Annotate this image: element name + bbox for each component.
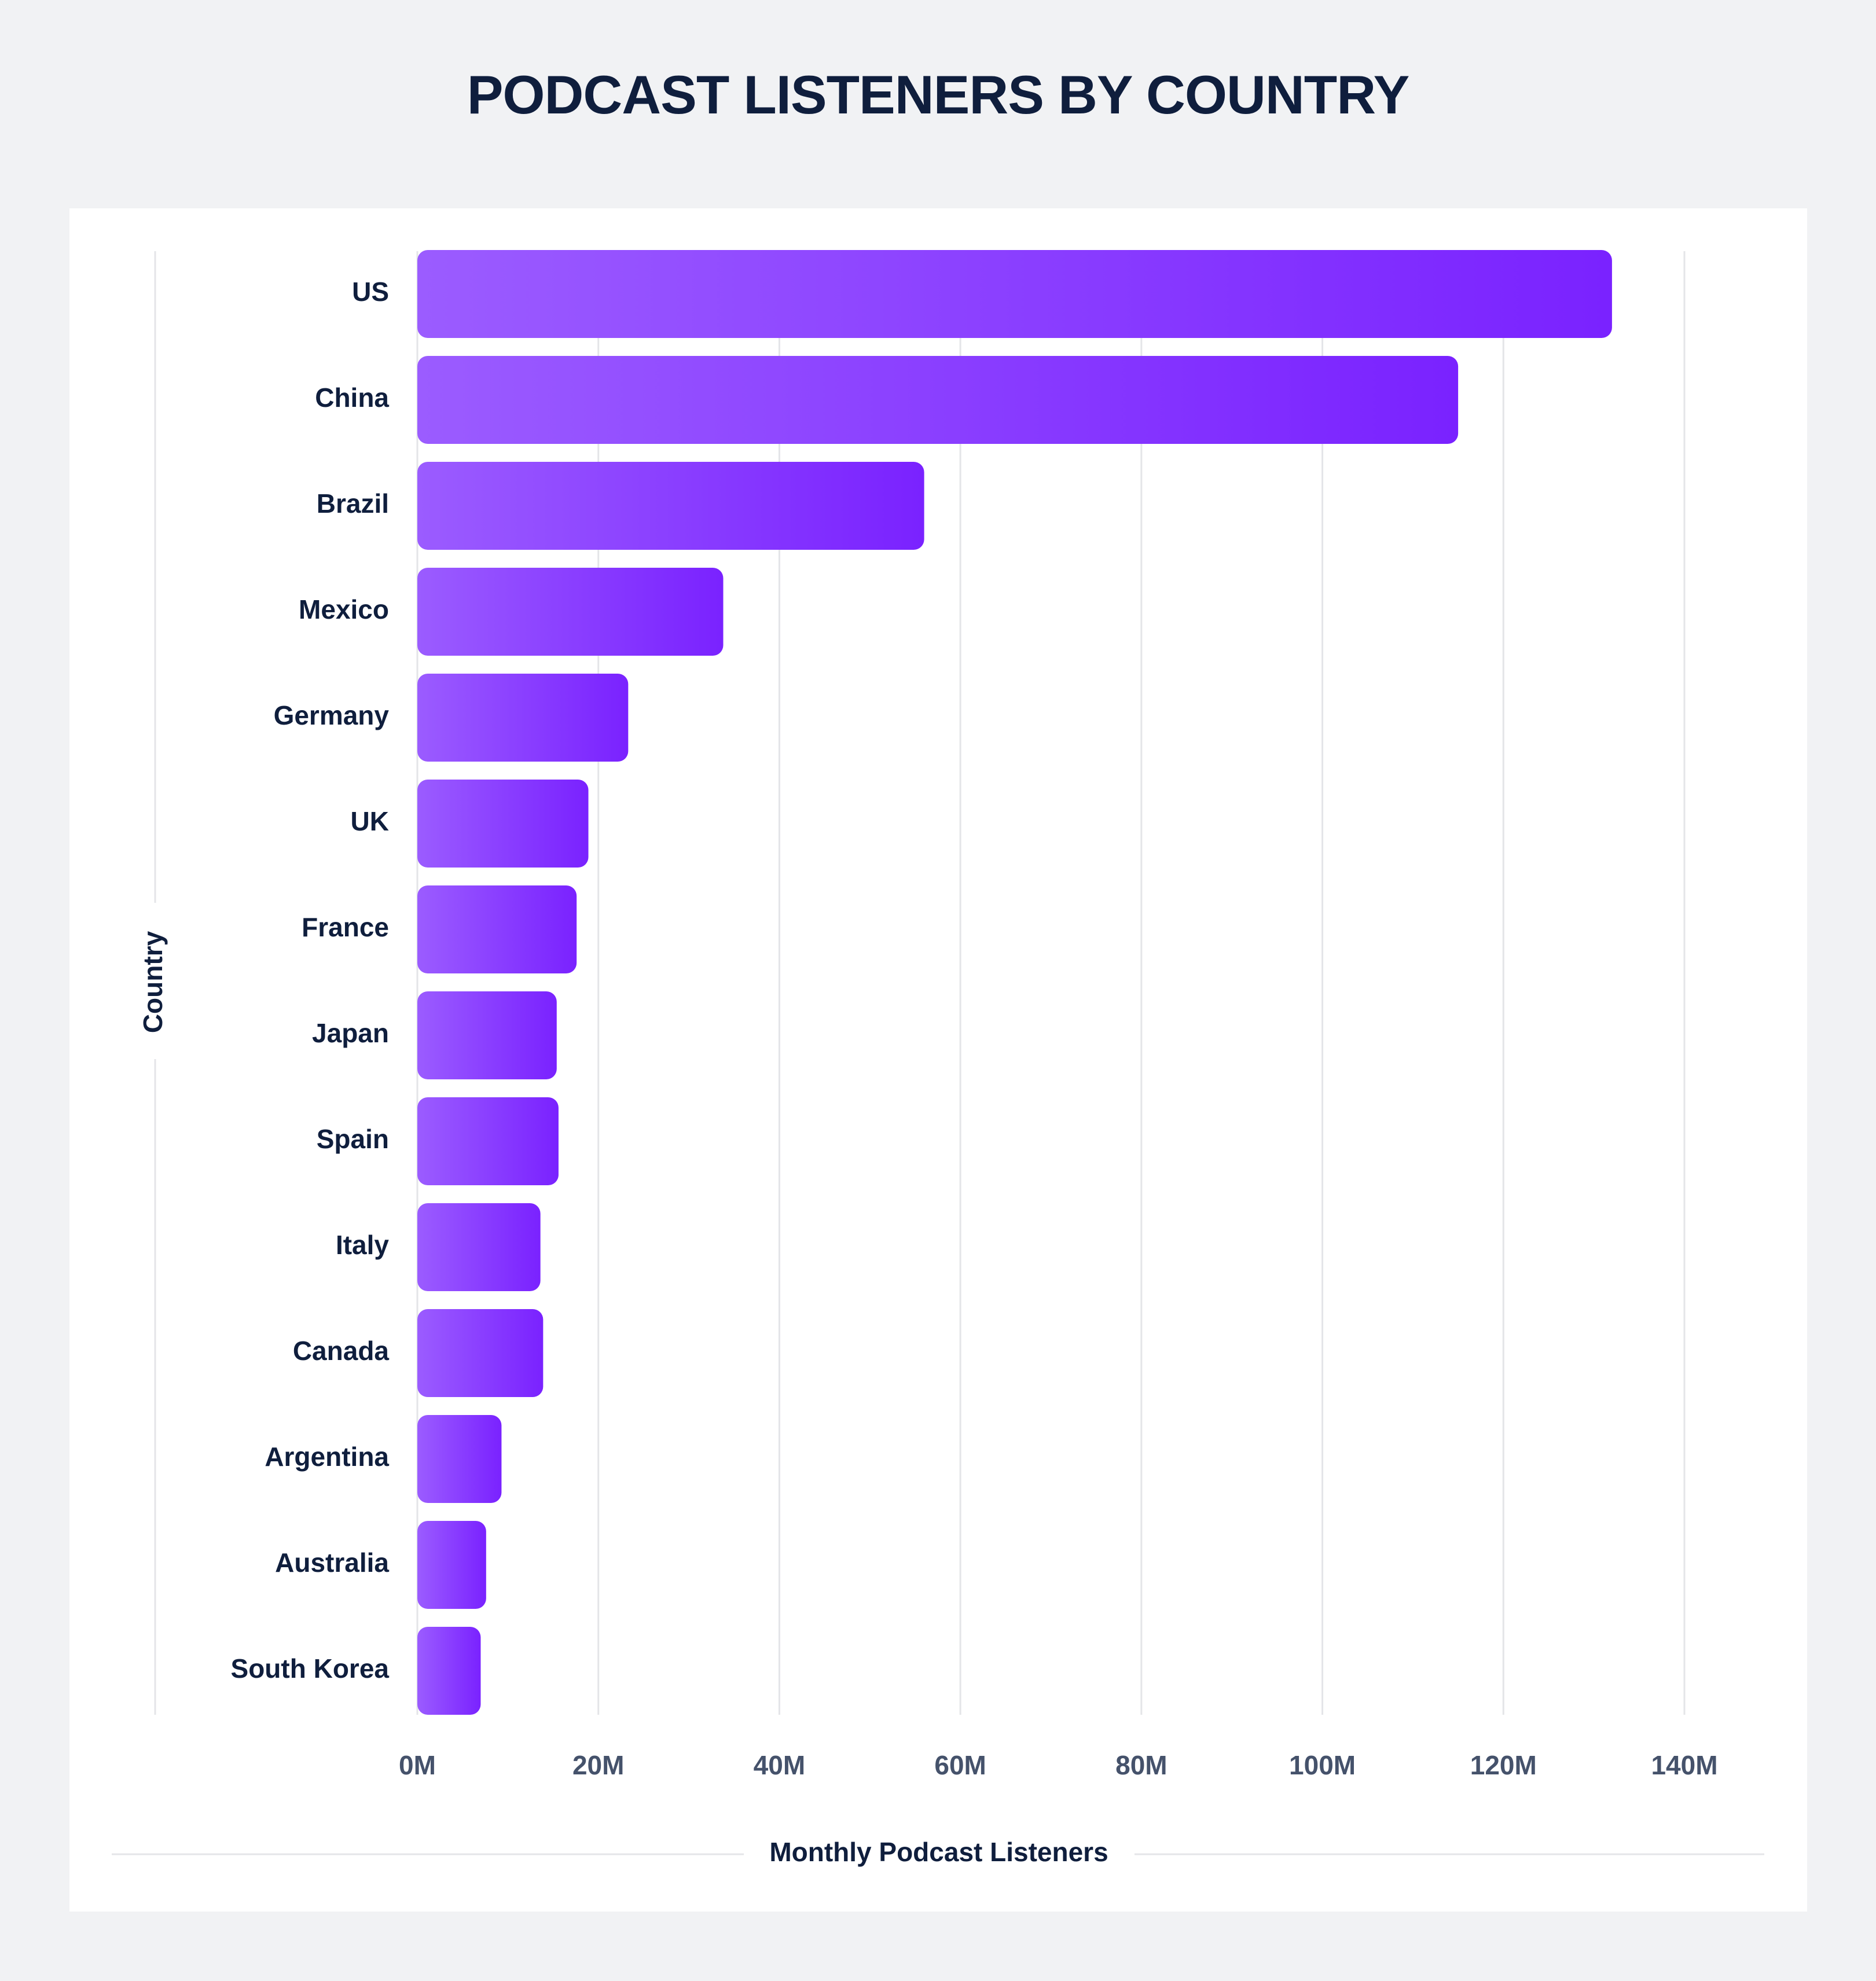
x-tick-label: 0M (399, 1750, 436, 1780)
bar-germany[interactable] (417, 674, 629, 762)
category-label: Germany (274, 700, 390, 730)
bar-australia[interactable] (417, 1521, 486, 1609)
bar-south-korea[interactable] (417, 1627, 481, 1715)
bar-canada[interactable] (417, 1309, 544, 1397)
x-tick-label: 20M (572, 1750, 624, 1780)
x-tick-label: 80M (1115, 1750, 1167, 1780)
bar-japan[interactable] (417, 991, 557, 1079)
bar-uk[interactable] (417, 780, 589, 868)
bar-china[interactable] (417, 356, 1459, 444)
bar-brazil[interactable] (417, 462, 924, 550)
category-label: Australia (275, 1548, 389, 1578)
x-tick-labels: 0M 20M 40M 60M 80M 100M 120M 140M (399, 1750, 1717, 1780)
x-tick-label: 100M (1289, 1750, 1356, 1780)
axis-titles: Country Monthly Podcast Listeners (112, 251, 1764, 1867)
bar-france[interactable] (417, 885, 577, 973)
x-tick-label: 60M (934, 1750, 986, 1780)
category-labels: US China Brazil Mexico Germany UK France Japan S… (231, 277, 390, 1684)
x-axis-title: Monthly Podcast Listeners (769, 1837, 1108, 1867)
category-label: France (302, 912, 389, 942)
x-tick-label: 140M (1651, 1750, 1717, 1780)
gridlines (416, 251, 1686, 1715)
category-label: Mexico (299, 594, 389, 624)
category-label: UK (351, 806, 389, 836)
category-label: South Korea (231, 1653, 390, 1684)
chart-card (69, 208, 1807, 1912)
category-label: China (315, 383, 389, 413)
bar-italy[interactable] (417, 1203, 541, 1291)
category-label: Brazil (317, 488, 389, 519)
category-label: US (352, 277, 389, 307)
y-axis-title: Country (138, 931, 168, 1033)
x-tick-label: 120M (1470, 1750, 1537, 1780)
bar-argentina[interactable] (417, 1415, 502, 1503)
bar-us[interactable] (417, 250, 1612, 338)
category-label: Japan (312, 1018, 389, 1048)
category-label: Spain (317, 1124, 389, 1154)
category-label: Canada (293, 1336, 390, 1366)
x-tick-label: 40M (754, 1750, 805, 1780)
bars (417, 250, 1612, 1715)
category-label: Argentina (265, 1442, 389, 1472)
bar-mexico[interactable] (417, 568, 724, 656)
category-label: Italy (336, 1230, 389, 1260)
chart-title: PODCAST LISTENERS BY COUNTRY (467, 64, 1410, 125)
bar-spain[interactable] (417, 1097, 559, 1185)
